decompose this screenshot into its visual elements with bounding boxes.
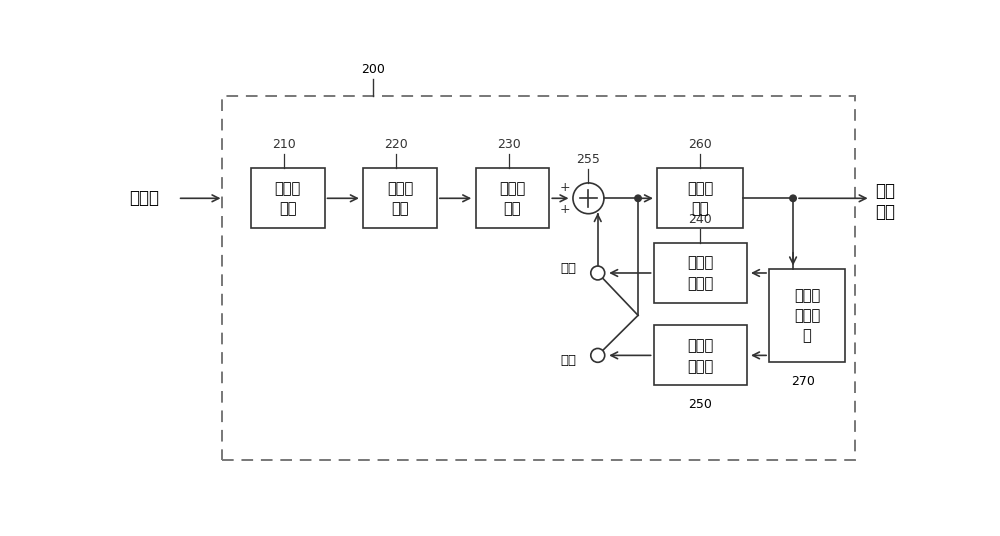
Text: 器: 器 bbox=[803, 328, 811, 343]
Bar bbox=[657, 168, 743, 228]
Bar bbox=[363, 168, 437, 228]
Bar bbox=[654, 325, 747, 385]
Circle shape bbox=[573, 183, 604, 214]
Text: 参考画: 参考画 bbox=[794, 288, 820, 303]
Text: +: + bbox=[560, 203, 571, 215]
Text: 运动补: 运动补 bbox=[687, 338, 713, 353]
Text: 单元: 单元 bbox=[691, 202, 709, 217]
Text: 250: 250 bbox=[688, 398, 712, 412]
Text: 熵解码: 熵解码 bbox=[275, 181, 301, 196]
Text: 画面: 画面 bbox=[875, 203, 895, 221]
Text: 240: 240 bbox=[688, 213, 712, 226]
Text: 面缓冲: 面缓冲 bbox=[794, 308, 820, 323]
Bar bbox=[769, 269, 845, 362]
Text: 260: 260 bbox=[688, 138, 712, 151]
Text: 210: 210 bbox=[272, 138, 296, 151]
Text: 逆变换: 逆变换 bbox=[499, 181, 526, 196]
Text: 帧间: 帧间 bbox=[560, 354, 576, 367]
Bar bbox=[476, 168, 549, 228]
Text: 单元: 单元 bbox=[504, 202, 521, 217]
Text: 滤波器: 滤波器 bbox=[687, 181, 713, 196]
Text: 单元: 单元 bbox=[279, 202, 296, 217]
Bar bbox=[251, 168, 325, 228]
Text: 帧内预: 帧内预 bbox=[687, 256, 713, 271]
Text: 偿单元: 偿单元 bbox=[687, 359, 713, 374]
Text: +: + bbox=[560, 181, 571, 194]
Text: 单元: 单元 bbox=[391, 202, 409, 217]
Circle shape bbox=[790, 195, 796, 202]
Circle shape bbox=[591, 348, 605, 362]
Text: 200: 200 bbox=[361, 63, 385, 76]
Text: 重建: 重建 bbox=[875, 182, 895, 199]
Text: 反量化: 反量化 bbox=[387, 181, 413, 196]
Circle shape bbox=[635, 195, 641, 202]
Text: 255: 255 bbox=[577, 153, 600, 166]
Circle shape bbox=[591, 266, 605, 280]
Text: 270: 270 bbox=[791, 375, 815, 388]
Text: 测单元: 测单元 bbox=[687, 276, 713, 291]
Text: 230: 230 bbox=[497, 138, 520, 151]
Text: 帧内: 帧内 bbox=[560, 262, 576, 275]
Bar bbox=[654, 243, 747, 303]
Text: 220: 220 bbox=[384, 138, 408, 151]
Text: 比特流: 比特流 bbox=[129, 189, 159, 207]
